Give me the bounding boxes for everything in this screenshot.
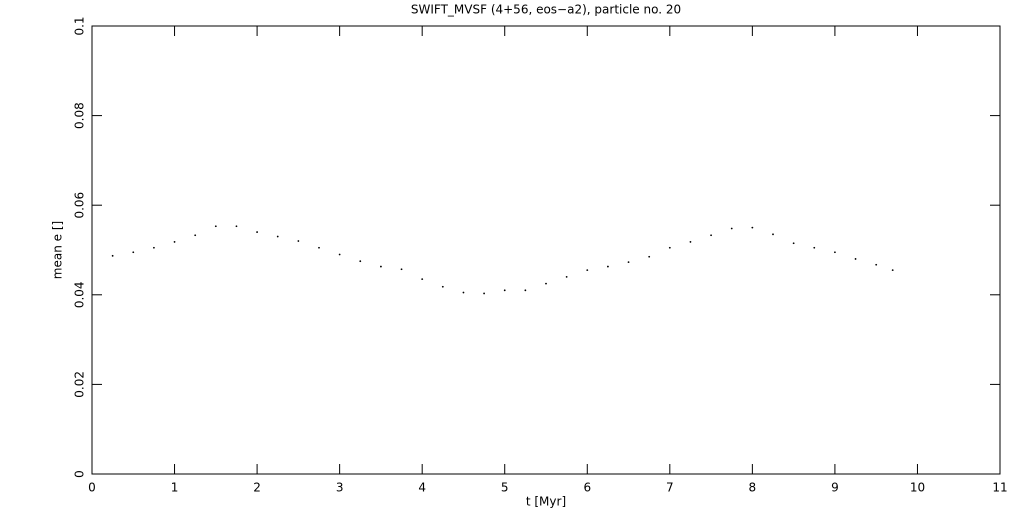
data-point xyxy=(648,255,651,258)
data-point xyxy=(751,226,754,229)
data-point xyxy=(813,246,816,249)
data-point xyxy=(235,225,238,228)
y-axis-label: mean e [] xyxy=(51,221,65,279)
x-tick-label: 7 xyxy=(666,481,674,495)
data-point xyxy=(875,263,878,266)
data-point xyxy=(483,292,485,295)
x-tick-label: 10 xyxy=(910,481,925,495)
data-point xyxy=(400,268,403,271)
y-tick-label: 0.08 xyxy=(73,102,87,129)
y-tick-label: 0.06 xyxy=(73,192,87,219)
data-point xyxy=(668,246,671,249)
data-point xyxy=(380,265,382,268)
data-point xyxy=(421,278,424,281)
x-tick-label: 5 xyxy=(501,481,509,495)
x-tick-label: 11 xyxy=(992,481,1007,495)
data-point xyxy=(441,285,444,288)
data-point xyxy=(359,260,362,263)
data-point xyxy=(586,269,589,272)
data-point xyxy=(276,235,279,238)
data-point xyxy=(545,282,547,285)
data-point xyxy=(834,251,836,254)
x-axis-label: t [Myr] xyxy=(526,495,566,509)
data-point xyxy=(607,265,609,268)
data-point xyxy=(111,254,114,257)
y-tick-label: 0 xyxy=(73,470,87,478)
x-tick-label: 2 xyxy=(253,481,261,495)
data-point xyxy=(772,233,774,236)
data-point xyxy=(256,231,258,233)
data-point xyxy=(565,275,568,278)
data-point xyxy=(689,241,692,243)
data-point xyxy=(338,253,341,256)
x-tick-label: 8 xyxy=(749,481,757,495)
chart-title: SWIFT_MVSF (4+56, eos−a2), particle no. … xyxy=(411,3,681,17)
data-point xyxy=(854,258,857,260)
data-point xyxy=(153,246,155,249)
data-point xyxy=(792,242,795,245)
data-point xyxy=(173,241,176,243)
data-point xyxy=(214,225,217,228)
data-point xyxy=(524,289,527,292)
x-tick-label: 1 xyxy=(171,481,179,495)
data-point xyxy=(132,251,135,254)
data-point xyxy=(627,261,630,263)
x-tick-label: 4 xyxy=(418,481,426,495)
x-tick-label: 6 xyxy=(583,481,591,495)
data-point xyxy=(297,240,300,242)
x-tick-label: 9 xyxy=(831,481,839,495)
plot-frame xyxy=(91,25,1001,475)
x-tick-label: 3 xyxy=(336,481,344,495)
data-point xyxy=(318,246,320,249)
x-tick-label: 0 xyxy=(88,481,96,495)
data-point xyxy=(730,227,733,230)
y-tick-label: 0.02 xyxy=(73,371,87,398)
data-point xyxy=(462,291,465,294)
data-point xyxy=(710,234,712,237)
data-point xyxy=(891,269,894,272)
data-point xyxy=(194,234,197,237)
data-point xyxy=(503,289,506,292)
y-tick-label: 0.04 xyxy=(73,281,87,308)
y-tick-label: 0.1 xyxy=(73,16,87,35)
